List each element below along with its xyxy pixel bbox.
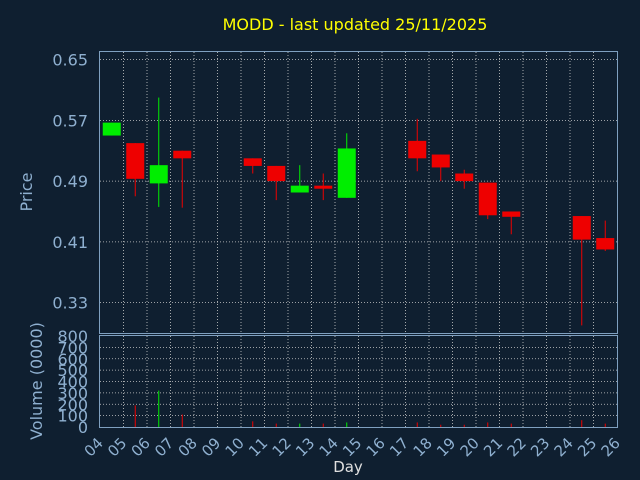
candle-body — [337, 148, 356, 198]
volume-layer — [134, 390, 606, 427]
candle-body — [314, 185, 333, 189]
grid-layer — [100, 52, 617, 427]
candle-body — [431, 154, 450, 168]
candle-layer — [102, 97, 615, 326]
price-tick-label: 0.65 — [52, 51, 88, 70]
price-tick-label: 0.41 — [52, 233, 88, 252]
volume-tick-label: 700 — [57, 338, 88, 357]
x-axis-label: Day — [333, 458, 363, 476]
volume-tick-label: 400 — [57, 373, 88, 392]
price-panel-frame — [99, 51, 618, 334]
chart-title: MODD - last updated 25/11/2025 — [223, 15, 488, 34]
candle-body — [478, 182, 497, 216]
candle-body — [596, 238, 615, 250]
volume-tick-label: 0 — [78, 418, 88, 437]
price-tick-label: 0.33 — [52, 294, 88, 313]
candle-body — [149, 165, 168, 184]
volume-tick-label: 600 — [57, 350, 88, 369]
price-tick-label: 0.57 — [52, 111, 88, 130]
candle-body — [290, 185, 309, 193]
price-tick-labels: 0.65 0.57 0.49 0.41 0.33 — [52, 51, 88, 313]
candle-body — [126, 143, 145, 179]
candle-body — [455, 173, 474, 182]
candle-body — [267, 165, 286, 182]
candle-body — [102, 122, 121, 136]
volume-panel-frame — [99, 335, 618, 428]
candle-body — [408, 140, 427, 159]
candle-body — [502, 211, 521, 217]
volume-tick-label: 500 — [57, 361, 88, 380]
volume-tick-label: 300 — [57, 384, 88, 403]
volume-axis-label: Volume (0000) — [27, 322, 46, 440]
x-tick-labels: 0405060708091011121314151617181920212223… — [81, 434, 624, 460]
candle-body — [243, 158, 262, 166]
candle-body — [572, 216, 591, 240]
price-axis-label: Price — [17, 172, 36, 211]
price-tick-label: 0.49 — [52, 172, 88, 191]
volume-tick-label: 800 — [57, 327, 88, 346]
candle-body — [173, 150, 192, 159]
volume-tick-label: 100 — [57, 407, 88, 426]
volume-tick-label: 200 — [57, 395, 88, 414]
